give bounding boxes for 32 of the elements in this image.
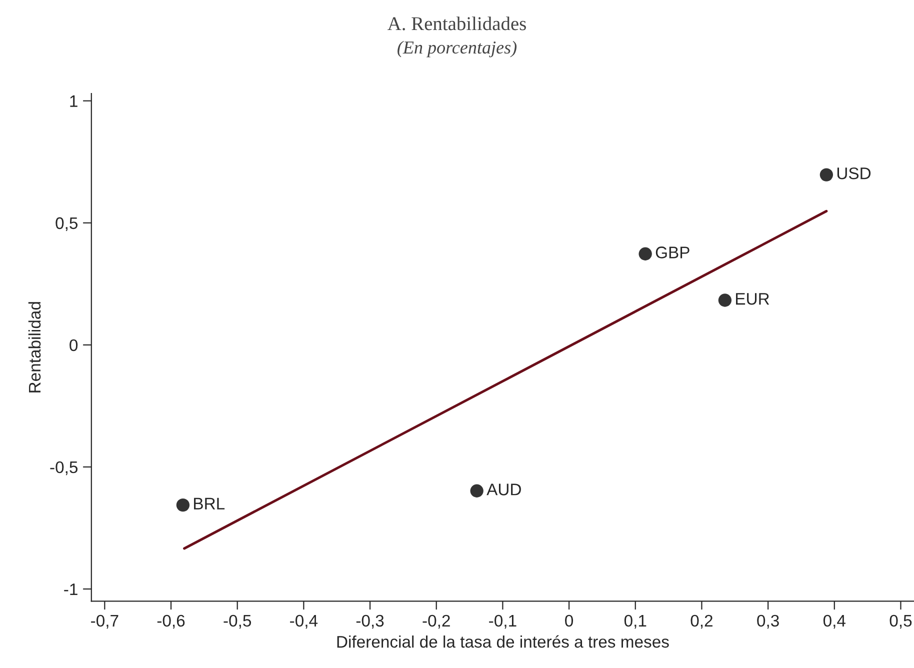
point <box>718 294 732 307</box>
chart-title: A. Rentabilidades <box>388 16 526 30</box>
x-tick-label: 0,2 <box>690 614 712 629</box>
y-axis-title: Rentabilidad <box>28 302 41 392</box>
y-tick-label: -1 <box>64 584 78 596</box>
x-tick-label: -0,6 <box>157 614 185 629</box>
x-tick-label: -0,4 <box>290 614 318 629</box>
annotation: USD <box>837 167 871 180</box>
y-tick-label: 0 <box>70 339 78 352</box>
x-tick-label: -0,5 <box>224 614 252 629</box>
x-tick-label: -0,1 <box>489 614 516 629</box>
y-tick-label: 1 <box>70 95 78 107</box>
point <box>470 484 484 498</box>
x-tick-label: 0,1 <box>624 614 646 629</box>
annotation: AUD <box>486 484 521 496</box>
x-tick-label: -0,2 <box>422 614 450 629</box>
annotation: BRL <box>194 498 225 510</box>
x-tick-label: 0,3 <box>757 614 779 629</box>
annotation: GBP <box>656 246 690 258</box>
point <box>176 498 190 512</box>
x-axis-title: Diferencial de la tasa de interés a tres meses <box>337 635 669 648</box>
annotation: EUR <box>736 293 770 305</box>
x-tick-label: 0,4 <box>823 614 846 629</box>
y-tick-label: -0,5 <box>50 461 78 476</box>
y-tick-label: 0,5 <box>56 217 78 232</box>
chart-subtitle: (En porcentajes) <box>398 40 517 58</box>
x-tick-label: 0,5 <box>890 614 912 629</box>
x-tick-label: -0,7 <box>91 614 118 629</box>
point <box>820 168 834 182</box>
point <box>638 247 652 260</box>
x-tick-label: -0,3 <box>356 614 384 629</box>
x-tick-label: 0 <box>565 614 574 627</box>
